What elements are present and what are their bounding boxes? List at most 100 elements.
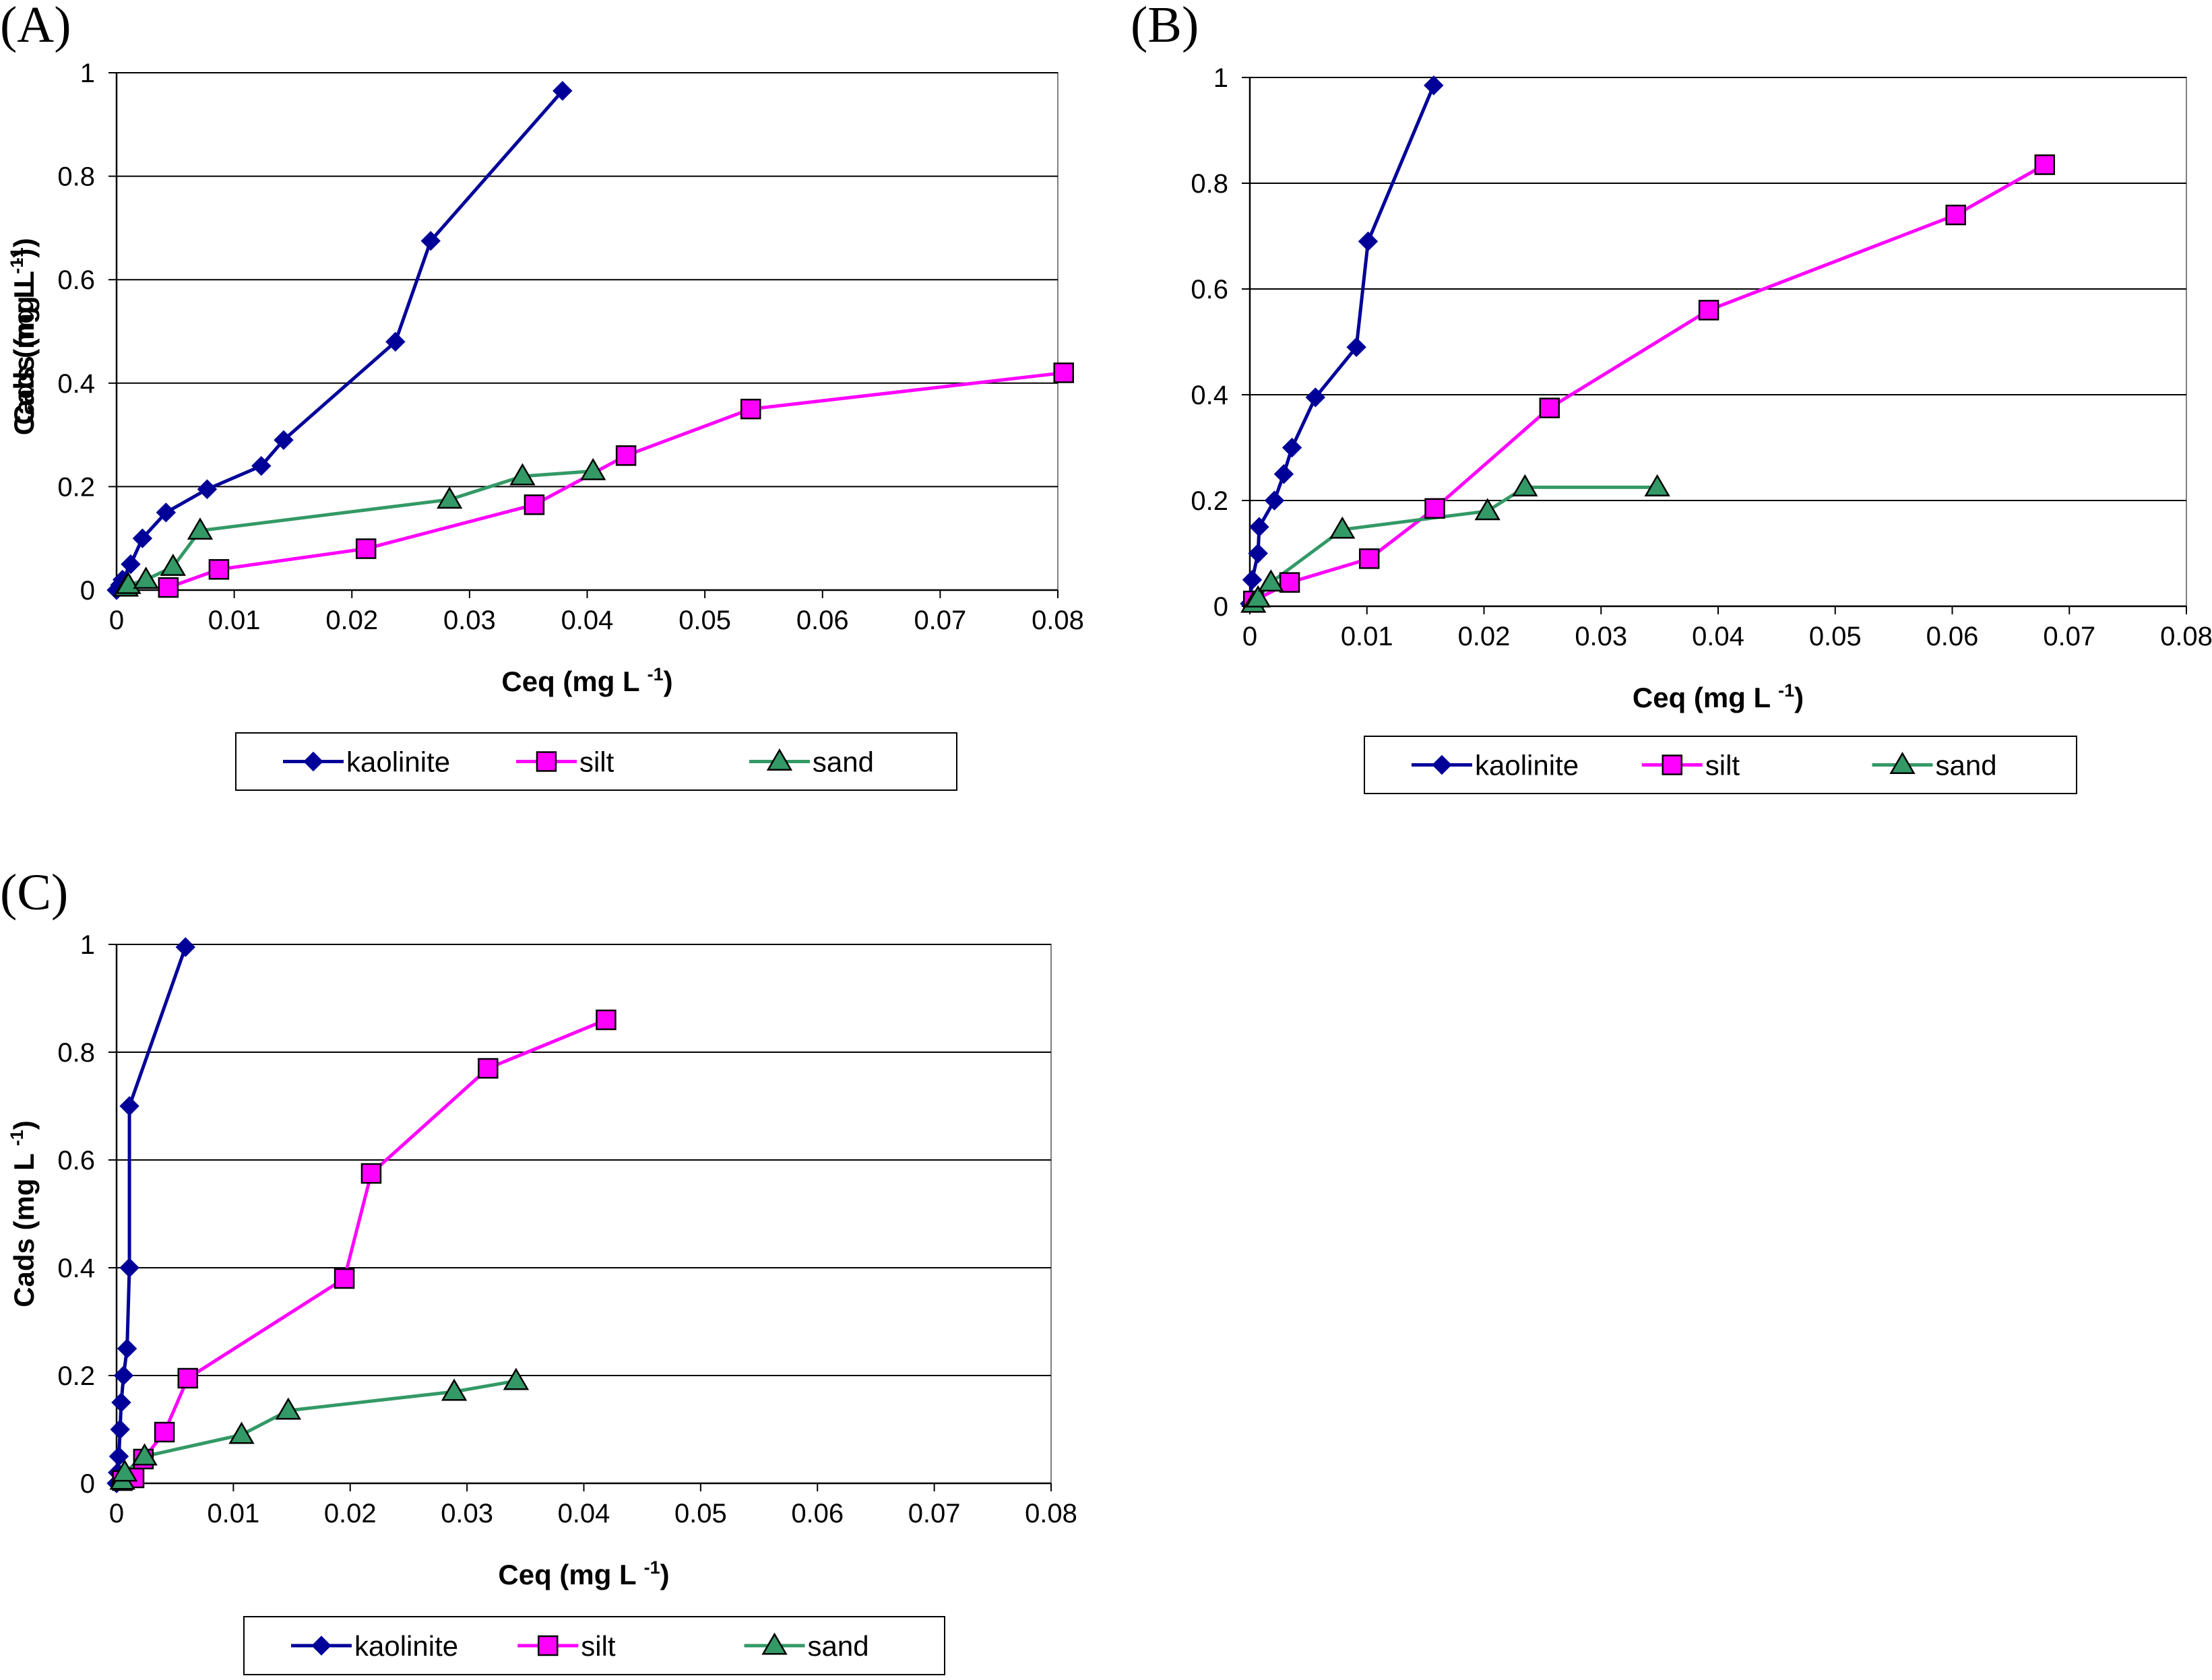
data-point-kaolinite xyxy=(1282,437,1302,458)
x-axis-title: Ceq (mg L -1) xyxy=(1633,680,1804,713)
data-point-kaolinite xyxy=(1264,490,1285,511)
panel-label: (B) xyxy=(1131,0,1199,53)
data-point-silt xyxy=(355,538,377,559)
x-tick-label: 0.06 xyxy=(796,606,849,635)
data-point-sand xyxy=(275,1397,302,1420)
x-axis-title: Ceq (mg L -1) xyxy=(501,664,672,697)
legend-item-sand: sand xyxy=(749,746,874,778)
data-point-kaolinite xyxy=(108,1446,129,1466)
data-point-kaolinite xyxy=(420,230,441,251)
data-point-sand xyxy=(503,1367,530,1390)
legend-marker-silt xyxy=(536,751,557,772)
x-tick-label: 0.01 xyxy=(1341,622,1393,651)
data-point-silt xyxy=(596,1009,617,1031)
data-point-sand xyxy=(131,1443,158,1466)
legend-marker-sand xyxy=(766,748,793,771)
chart-panel-a: (A) 0 0.2 0.4 0.6 0.8 1 0 0.01 0.02 0.03 0.04 0.05 0.… xyxy=(0,0,1084,791)
legend: kaolinite silt sand xyxy=(1364,736,2077,794)
y-axis-title: Cads (mg L -1) xyxy=(7,238,40,425)
data-point-silt xyxy=(154,1421,175,1443)
y-tick-label: 0.2 xyxy=(1191,486,1228,516)
x-tick-label: 0.07 xyxy=(908,1499,961,1528)
y-tick-label: 1 xyxy=(80,930,95,960)
data-point-sand xyxy=(1329,516,1356,539)
data-point-sand xyxy=(187,517,214,540)
data-point-silt xyxy=(615,445,637,466)
data-point-sand xyxy=(111,1459,138,1482)
x-tick-label: 0.04 xyxy=(558,1499,610,1528)
y-tick-label: 0.8 xyxy=(57,1038,95,1068)
y-tick-label: 1 xyxy=(80,59,95,88)
x-tick-label: 0 xyxy=(109,606,124,635)
data-point-silt xyxy=(1424,498,1445,519)
data-point-silt xyxy=(1053,362,1074,383)
legend: kaolinite silt sand xyxy=(235,732,957,791)
data-point-kaolinite xyxy=(1305,387,1326,408)
chart-panel-b: (B) 0 0.2 0.4 0.6 0.8 1 0 0.01 0.02 0.03 0.04 0.05 0.… xyxy=(7,0,2212,794)
y-tick-label: 0.6 xyxy=(1191,275,1228,304)
data-point-kaolinite xyxy=(110,1419,130,1440)
legend-item-silt: silt xyxy=(517,1630,616,1662)
data-point-sand xyxy=(1244,585,1271,608)
data-point-sand xyxy=(160,553,186,576)
data-point-sand xyxy=(441,1378,468,1401)
chart-panel-c: (C) 0 0.2 0.4 0.6 0.8 1 0 0.01 0.02 0.03 0.04 0.05 0.… xyxy=(0,864,1077,1675)
y-axis-title: Cads (mg L -1) xyxy=(7,1120,40,1307)
data-point-kaolinite xyxy=(385,331,406,352)
x-tick-label: 0.06 xyxy=(1926,622,1979,651)
legend-marker-silt xyxy=(1662,754,1683,775)
data-point-silt xyxy=(208,559,230,580)
x-tick-label: 0 xyxy=(1242,622,1257,651)
y-tick-label: 0 xyxy=(80,1469,95,1499)
data-point-silt xyxy=(2034,154,2056,175)
data-point-silt xyxy=(1279,572,1300,593)
legend-label-silt: silt xyxy=(1705,750,1740,781)
series-line-silt xyxy=(1253,163,2046,603)
legend-box xyxy=(235,732,957,791)
data-point-sand xyxy=(1644,474,1670,496)
x-tick-label: 0.02 xyxy=(324,1499,377,1528)
legend-item-kaolinite: kaolinite xyxy=(283,746,450,778)
data-point-kaolinite xyxy=(111,1392,131,1413)
data-point-silt xyxy=(158,577,179,598)
legend-item-silt: silt xyxy=(515,746,614,778)
x-tick-label: 0.04 xyxy=(561,606,614,635)
y-tick-label: 1 xyxy=(1213,63,1228,93)
legend-marker-sand xyxy=(761,1632,788,1655)
data-point-silt xyxy=(360,1163,382,1184)
x-tick-label: 0.08 xyxy=(1032,606,1084,635)
data-point-kaolinite xyxy=(121,554,141,575)
x-tick-label: 0.02 xyxy=(325,606,378,635)
y-tick-label: 0.6 xyxy=(57,1146,95,1175)
x-tick-label: 0.07 xyxy=(914,606,966,635)
legend-item-sand: sand xyxy=(1872,750,1997,781)
y-tick-label: 0 xyxy=(1213,592,1228,622)
panel-label: (C) xyxy=(0,864,68,921)
legend-item-silt: silt xyxy=(1641,750,1740,781)
legend-label-sand: sand xyxy=(808,1630,869,1662)
x-tick-label: 0.06 xyxy=(791,1499,844,1528)
y-tick-label: 0.2 xyxy=(57,472,95,502)
legend: kaolinite silt sand xyxy=(243,1616,945,1675)
x-tick-label: 0.05 xyxy=(674,1499,727,1528)
data-point-kaolinite xyxy=(1242,570,1263,590)
data-point-kaolinite xyxy=(1346,337,1366,358)
data-point-sand xyxy=(509,463,536,486)
legend-box xyxy=(243,1616,945,1675)
x-tick-label: 0.04 xyxy=(1692,622,1744,651)
legend-label-sand: sand xyxy=(813,746,874,778)
legend-marker-silt xyxy=(538,1635,559,1656)
legend-marker-kaolinite xyxy=(311,1636,331,1656)
y-tick-label: 0 xyxy=(80,576,95,606)
x-tick-label: 0.01 xyxy=(208,606,261,635)
data-point-kaolinite xyxy=(175,937,195,957)
data-point-sand xyxy=(228,1421,255,1444)
legend-item-kaolinite: kaolinite xyxy=(291,1630,458,1662)
data-point-silt xyxy=(334,1268,355,1289)
legend-marker-kaolinite xyxy=(303,751,323,772)
legend-label-kaolinite: kaolinite xyxy=(354,1630,458,1662)
data-point-kaolinite xyxy=(113,1365,134,1386)
data-point-kaolinite xyxy=(1358,231,1379,252)
legend-box xyxy=(1364,736,2077,794)
data-point-silt xyxy=(1945,204,1966,226)
